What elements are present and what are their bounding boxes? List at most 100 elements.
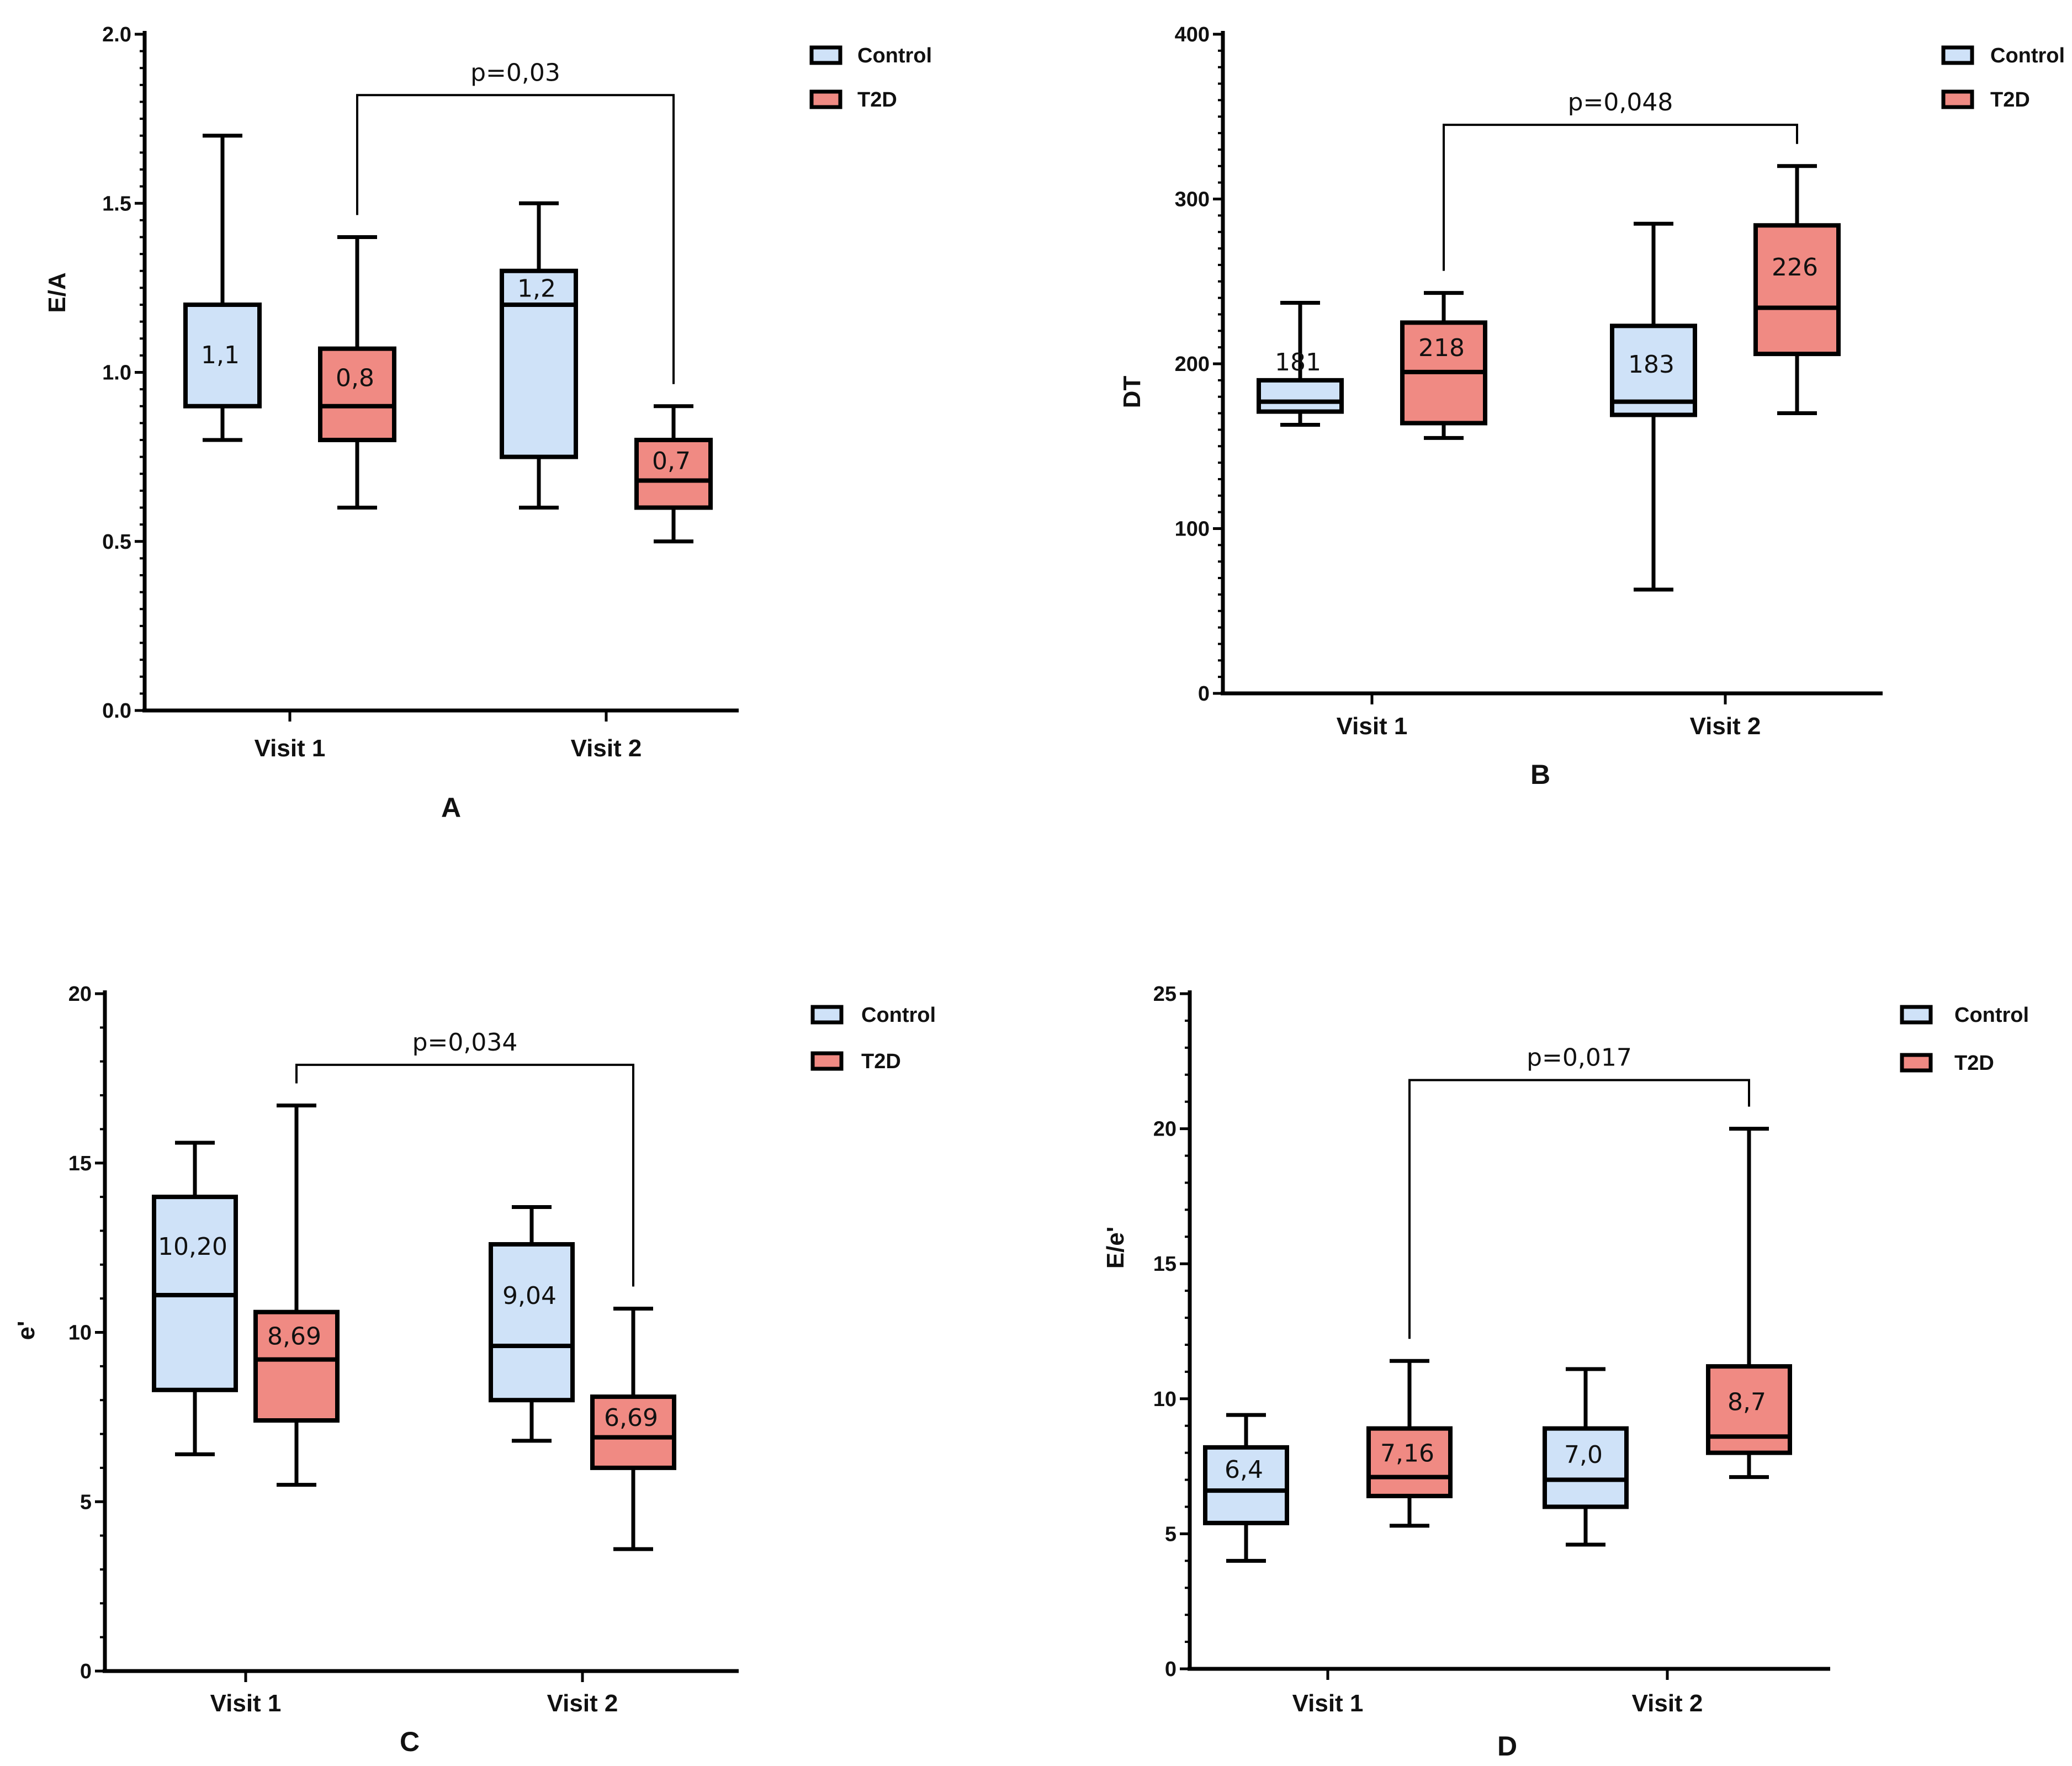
- box-t2d-1: 8,69: [253, 1103, 340, 1487]
- box-rect: [1203, 1445, 1289, 1525]
- box-t2d-2: 0,7: [634, 404, 713, 544]
- legend-label-control: Control: [861, 1004, 936, 1027]
- legend-swatch-control: [809, 45, 842, 65]
- p-value-label: p=0,048: [1568, 88, 1673, 116]
- panel-a: 0.0 0.5 1.0 1.5 2.0 Visit 1 Visit 2 E/A A 1,1 1,2 0…: [44, 23, 932, 823]
- median-value-label: 7,16: [1380, 1440, 1434, 1468]
- box-rect: [183, 303, 262, 409]
- box-t2d-1: 7,16: [1366, 1359, 1453, 1528]
- box-rect: [500, 268, 578, 459]
- legend-label-t2d: T2D: [861, 1050, 901, 1073]
- y-tick-label: 15: [1153, 1253, 1177, 1276]
- legend-label-control: Control: [1990, 44, 2065, 67]
- significance-bracket: p=0,017: [1408, 1044, 1750, 1339]
- x-tick-label: Visit 1: [1337, 713, 1408, 740]
- y-tick-label: 20: [68, 983, 92, 1006]
- legend-swatch-control: [1900, 1005, 1933, 1025]
- bracket-line: [1443, 124, 1798, 271]
- box-rect: [1257, 378, 1344, 414]
- legend: Control T2D: [1941, 44, 2065, 112]
- median-value-label: 6,69: [604, 1404, 658, 1432]
- p-value-label: p=0,017: [1527, 1044, 1632, 1072]
- box-rect: [489, 1242, 575, 1403]
- box-control-1: 1,1: [183, 134, 262, 442]
- box-control-2: 9,04: [489, 1205, 575, 1443]
- median-value-label: 0,7: [652, 447, 691, 475]
- panel-c: 0 5 10 15 20 Visit 1 Visit 2 e' C 10,20 9,04 8,69 6,…: [13, 983, 936, 1757]
- box-rect: [1543, 1426, 1629, 1509]
- y-tick-label: 100: [1175, 518, 1210, 541]
- box-control-1: 10,20: [152, 1141, 238, 1456]
- median-value-label: 226: [1772, 253, 1818, 282]
- box-control-1: 181: [1257, 301, 1344, 427]
- box-t2d-2: 8,7: [1706, 1127, 1792, 1479]
- panel-letter: B: [1530, 759, 1550, 790]
- box-control-2: 183: [1610, 221, 1697, 592]
- y-tick-label: 20: [1153, 1118, 1177, 1141]
- y-tick-label: 0.5: [102, 531, 131, 554]
- legend-swatch-t2d: [1900, 1053, 1933, 1073]
- x-tick-label: Visit 2: [547, 1690, 618, 1717]
- box-rect: [318, 346, 396, 442]
- y-tick-label: 1.0: [102, 362, 131, 385]
- box-t2d-2: 226: [1753, 164, 1841, 416]
- box-control-1: 6,4: [1203, 1413, 1289, 1563]
- legend-label-control: Control: [1954, 1004, 2029, 1027]
- median-value-label: 10,20: [158, 1233, 227, 1261]
- legend: Control T2D: [809, 44, 932, 112]
- legend: Control T2D: [1900, 1004, 2029, 1075]
- panel-letter: A: [441, 792, 461, 823]
- x-tick-label: Visit 2: [1632, 1690, 1703, 1717]
- legend-swatch-t2d: [809, 89, 842, 109]
- significance-bracket: p=0,048: [1443, 88, 1798, 271]
- significance-bracket: p=0,034: [295, 1028, 634, 1287]
- y-tick-label: 5: [80, 1491, 92, 1514]
- median-value-label: 183: [1628, 351, 1674, 379]
- box-rect: [253, 1309, 340, 1423]
- legend-swatch-t2d: [1941, 89, 1974, 109]
- legend-swatch-t2d: [810, 1051, 844, 1071]
- panel-letter: D: [1497, 1731, 1517, 1762]
- median-value-label: 7,0: [1564, 1441, 1603, 1469]
- box-t2d-1: 218: [1400, 291, 1487, 440]
- x-tick-label: Visit 1: [210, 1690, 282, 1717]
- y-tick-label: 300: [1175, 188, 1210, 211]
- y-tick-label: 0.0: [102, 699, 131, 723]
- y-tick-label: 25: [1153, 983, 1177, 1006]
- y-tick-label: 400: [1175, 23, 1210, 46]
- legend-label-t2d: T2D: [857, 88, 897, 112]
- legend-swatch-control: [810, 1005, 844, 1025]
- bracket-line: [295, 1063, 634, 1287]
- x-tick-label: Visit 2: [1690, 713, 1761, 740]
- box-control-2: 1,2: [500, 201, 578, 510]
- median-value-label: 0,8: [336, 364, 374, 393]
- y-tick-label: 10: [1153, 1388, 1177, 1411]
- p-value-label: p=0,034: [412, 1028, 518, 1057]
- box-rect: [634, 438, 713, 510]
- box-control-2: 7,0: [1543, 1367, 1629, 1547]
- median-value-label: 9,04: [502, 1282, 557, 1310]
- median-value-label: 1,1: [201, 341, 240, 369]
- median-value-label: 6,4: [1225, 1456, 1263, 1484]
- y-tick-label: 0: [80, 1660, 92, 1683]
- y-axis-title: e': [13, 1321, 40, 1340]
- legend-label-t2d: T2D: [1990, 88, 2030, 112]
- y-axis-title: E/e': [1102, 1227, 1129, 1269]
- x-tick-label: Visit 2: [571, 735, 642, 762]
- box-t2d-2: 6,69: [590, 1307, 676, 1551]
- x-tick-label: Visit 1: [255, 735, 326, 762]
- panel-d: 0 5 10 15 20 25 Visit 1 Visit 2 E/e' D 6,4 7,0 7,16 8…: [1102, 983, 2029, 1762]
- median-value-label: 8,69: [267, 1323, 321, 1351]
- p-value-label: p=0,03: [470, 59, 560, 87]
- box-rect: [1366, 1426, 1453, 1498]
- box-rect: [590, 1394, 676, 1470]
- bracket-line: [356, 94, 675, 384]
- y-tick-label: 10: [68, 1322, 92, 1345]
- box-rect: [1753, 223, 1841, 357]
- median-value-label: 1,2: [517, 274, 556, 303]
- panel-b: 0 100 200 300 400 Visit 1 Visit 2 DT B 181 183 218 2…: [1119, 23, 2065, 790]
- y-tick-label: 0: [1165, 1658, 1177, 1681]
- box-t2d-1: 0,8: [318, 235, 396, 510]
- y-axis-title: E/A: [44, 272, 71, 312]
